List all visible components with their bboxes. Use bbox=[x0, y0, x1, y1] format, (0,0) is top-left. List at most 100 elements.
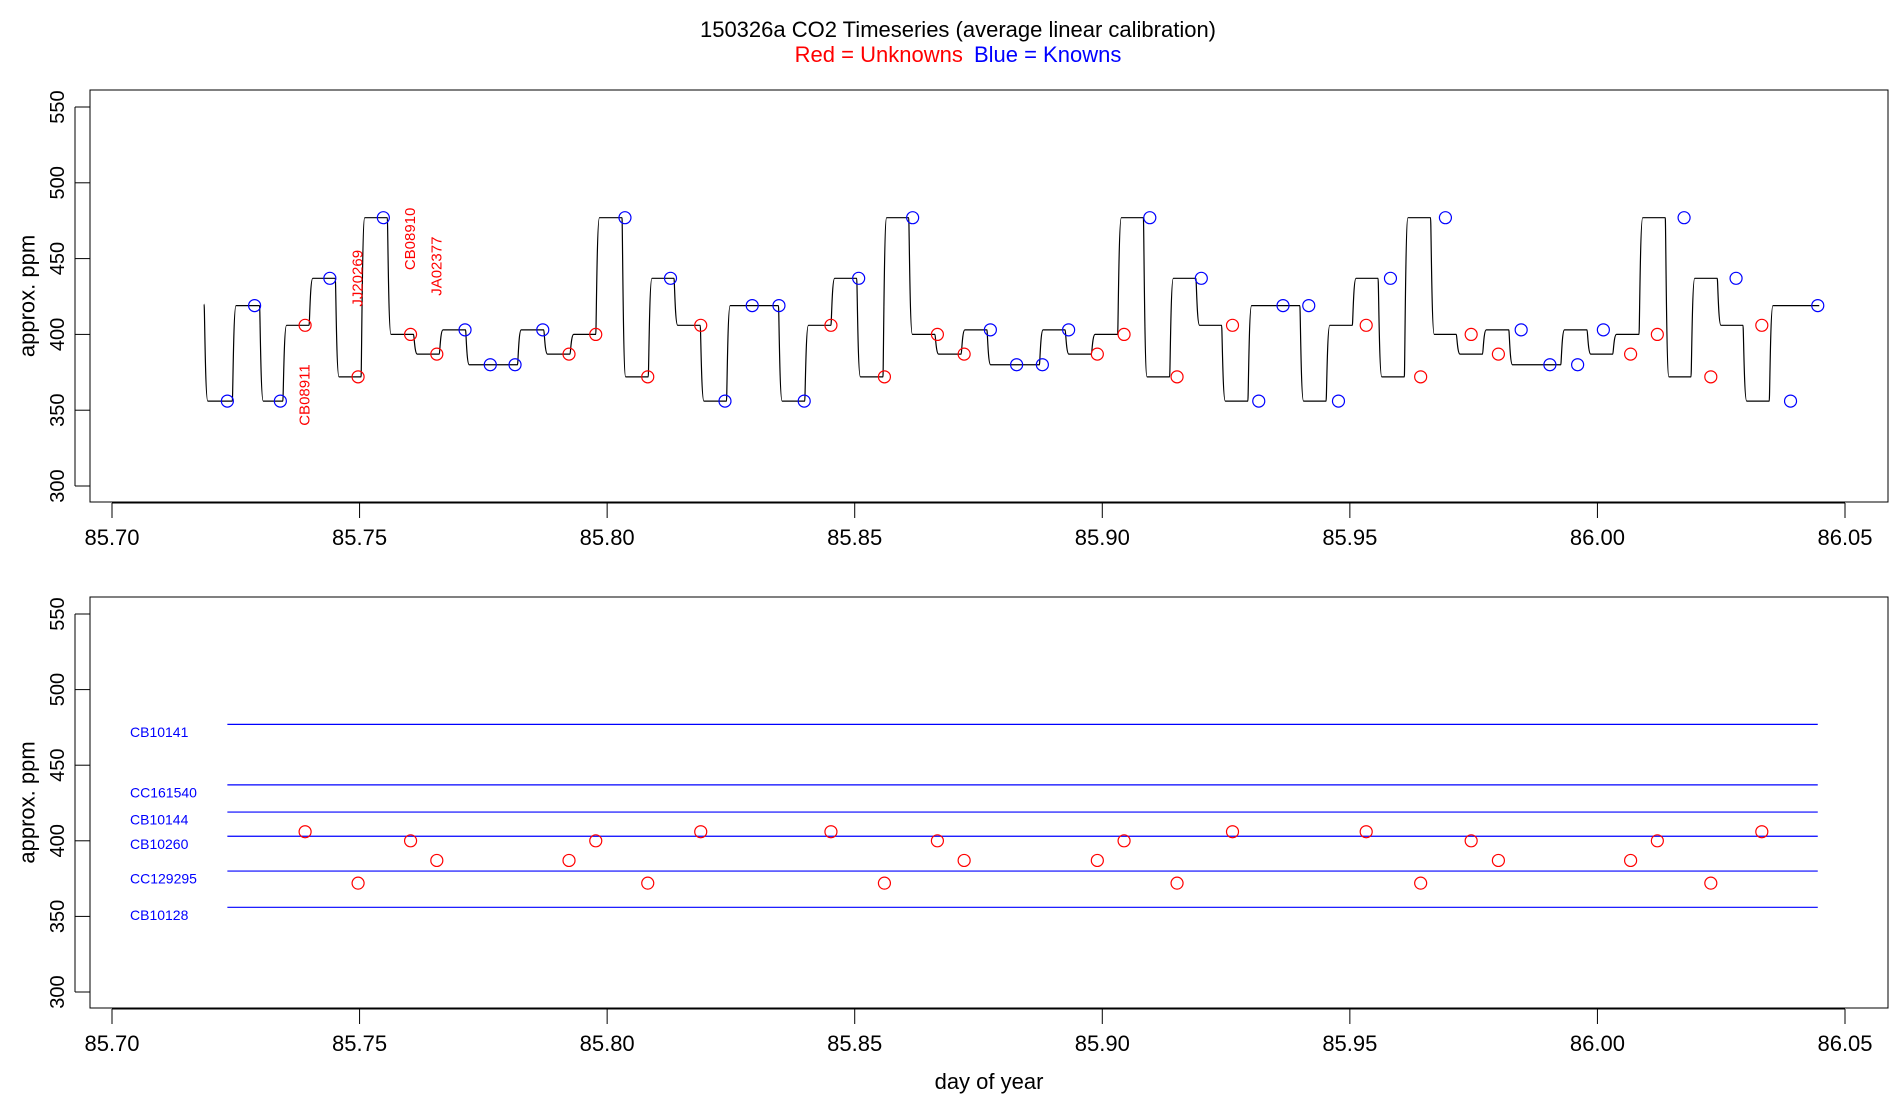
sample-label: JJ20269 bbox=[350, 250, 367, 307]
known-point bbox=[1194, 271, 1208, 285]
unknown-point bbox=[1464, 327, 1478, 341]
known-point bbox=[1783, 394, 1798, 408]
unknown-point bbox=[1414, 876, 1428, 890]
x-tick-label: 85.80 bbox=[580, 1031, 635, 1056]
known-point bbox=[458, 323, 472, 337]
known-point bbox=[1035, 358, 1049, 372]
known-point bbox=[483, 358, 497, 372]
standard-labels: CB10141 CC161540 CB10144 CB10260 CC129295 CB1… bbox=[130, 724, 197, 923]
known-point bbox=[718, 394, 732, 408]
unknown-point bbox=[1090, 853, 1104, 868]
unknown-point bbox=[1414, 370, 1428, 384]
unknown-point bbox=[1090, 347, 1104, 361]
y-tick-label: 500 bbox=[47, 166, 69, 199]
unknown-point bbox=[1624, 853, 1638, 868]
unknown-point bbox=[1755, 825, 1769, 839]
known-point bbox=[248, 298, 262, 313]
unknown-point bbox=[298, 318, 312, 332]
unknown-point bbox=[1624, 347, 1638, 361]
unknown-point bbox=[1117, 327, 1131, 341]
unknown-point bbox=[1117, 834, 1131, 848]
plot-frame bbox=[89, 596, 1889, 1009]
unknown-point bbox=[1359, 825, 1373, 839]
known-point bbox=[323, 271, 337, 285]
y-axis-label: approx. ppm bbox=[15, 235, 40, 357]
standard-label: CB10141 bbox=[130, 724, 189, 740]
x-tick-label: 86.05 bbox=[1817, 525, 1872, 550]
x-tick-label: 85.75 bbox=[332, 525, 387, 550]
x-tick-label: 85.90 bbox=[1075, 525, 1130, 550]
known-point bbox=[536, 323, 550, 337]
unknown-point bbox=[1170, 370, 1184, 384]
unknown-point bbox=[403, 834, 418, 848]
x-tick-label: 85.85 bbox=[827, 1031, 882, 1056]
known-point bbox=[1514, 323, 1528, 337]
unknown-point bbox=[1755, 318, 1769, 332]
unknowns-points bbox=[298, 318, 1769, 384]
known-point bbox=[220, 394, 234, 408]
unknown-point bbox=[1225, 825, 1240, 839]
known-point bbox=[273, 394, 287, 408]
y-tick-label: 350 bbox=[47, 394, 69, 427]
known-point bbox=[1571, 358, 1585, 372]
unknown-point bbox=[1491, 347, 1506, 361]
known-point bbox=[1252, 394, 1266, 408]
unknown-point bbox=[1359, 318, 1373, 332]
known-point bbox=[772, 298, 786, 313]
x-tick-label: 86.00 bbox=[1570, 1031, 1625, 1056]
known-point bbox=[376, 211, 390, 225]
x-tick-label: 85.70 bbox=[84, 1031, 139, 1056]
known-point bbox=[1543, 358, 1557, 372]
legend-unknowns: Red = Unknowns bbox=[795, 42, 963, 67]
known-point bbox=[618, 211, 632, 225]
unknown-point bbox=[694, 318, 708, 332]
unknown-point bbox=[351, 370, 365, 384]
y-axis-label: approx. ppm bbox=[15, 741, 40, 863]
known-point bbox=[1010, 358, 1024, 372]
y-axis: 300 350 400 450 500 550 approx. ppm bbox=[15, 597, 90, 1009]
y-tick-label: 400 bbox=[47, 318, 69, 351]
unknown-point bbox=[1170, 876, 1184, 890]
standard-lines bbox=[227, 723, 1818, 908]
figure-legend: Red = Unknowns Blue = Knowns bbox=[795, 42, 1122, 67]
unknown-point bbox=[930, 327, 945, 341]
y-tick-label: 450 bbox=[47, 242, 69, 275]
unknown-point bbox=[1704, 370, 1718, 384]
x-tick-label: 85.85 bbox=[827, 525, 882, 550]
y-tick-label: 550 bbox=[47, 90, 69, 123]
y-tick-label: 300 bbox=[47, 469, 69, 502]
standard-label: CB10260 bbox=[130, 836, 189, 852]
known-point bbox=[508, 358, 522, 372]
unknown-point bbox=[641, 876, 655, 890]
unknown-point bbox=[877, 876, 892, 890]
unknown-point bbox=[430, 347, 444, 361]
plot-frame bbox=[89, 89, 1889, 503]
y-axis: 300 350 400 450 500 550 approx. ppm bbox=[15, 90, 90, 503]
co2-trace-line bbox=[203, 217, 1820, 402]
y-tick-label: 450 bbox=[47, 749, 69, 782]
legend-knowns: Blue = Knowns bbox=[974, 42, 1121, 67]
standard-label: CC129295 bbox=[130, 871, 197, 887]
unknown-point bbox=[930, 834, 945, 848]
unknowns-points bbox=[298, 825, 1769, 890]
known-point bbox=[1596, 323, 1610, 337]
y-tick-label: 500 bbox=[47, 673, 69, 706]
knowns-points bbox=[220, 211, 1825, 408]
x-tick-label: 85.90 bbox=[1075, 1031, 1130, 1056]
x-axis: 85.70 85.75 85.80 85.85 85.90 85.95 86.00 86.05… bbox=[84, 1008, 1873, 1094]
unknown-point bbox=[694, 825, 708, 839]
x-tick-label: 85.95 bbox=[1322, 1031, 1377, 1056]
figure-title: 150326a CO2 Timeseries (average linear c… bbox=[700, 17, 1216, 42]
unknown-point bbox=[562, 347, 576, 361]
y-tick-label: 300 bbox=[47, 975, 69, 1008]
known-point bbox=[1438, 211, 1453, 225]
unknown-point bbox=[1704, 876, 1718, 890]
unknown-point bbox=[957, 347, 971, 361]
unknown-point bbox=[957, 853, 971, 868]
sample-label: JA02377 bbox=[428, 237, 445, 296]
known-point bbox=[1811, 298, 1825, 313]
unknown-point bbox=[1225, 318, 1240, 332]
